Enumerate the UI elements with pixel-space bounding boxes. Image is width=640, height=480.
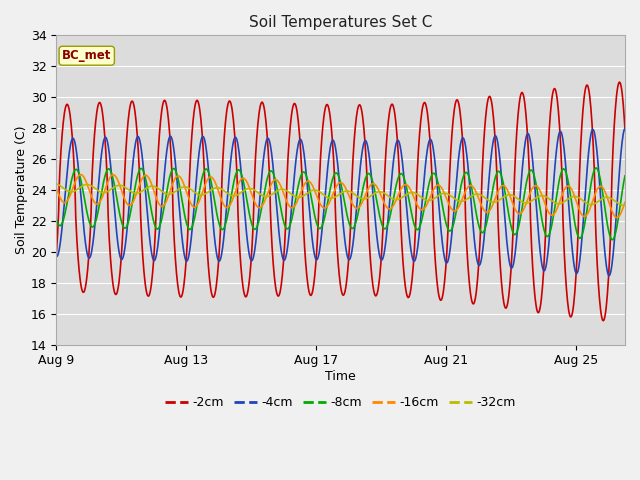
- Y-axis label: Soil Temperature (C): Soil Temperature (C): [15, 126, 28, 254]
- Title: Soil Temperatures Set C: Soil Temperatures Set C: [249, 15, 433, 30]
- X-axis label: Time: Time: [325, 370, 356, 383]
- Legend: -2cm, -4cm, -8cm, -16cm, -32cm: -2cm, -4cm, -8cm, -16cm, -32cm: [160, 391, 521, 414]
- Text: BC_met: BC_met: [62, 49, 111, 62]
